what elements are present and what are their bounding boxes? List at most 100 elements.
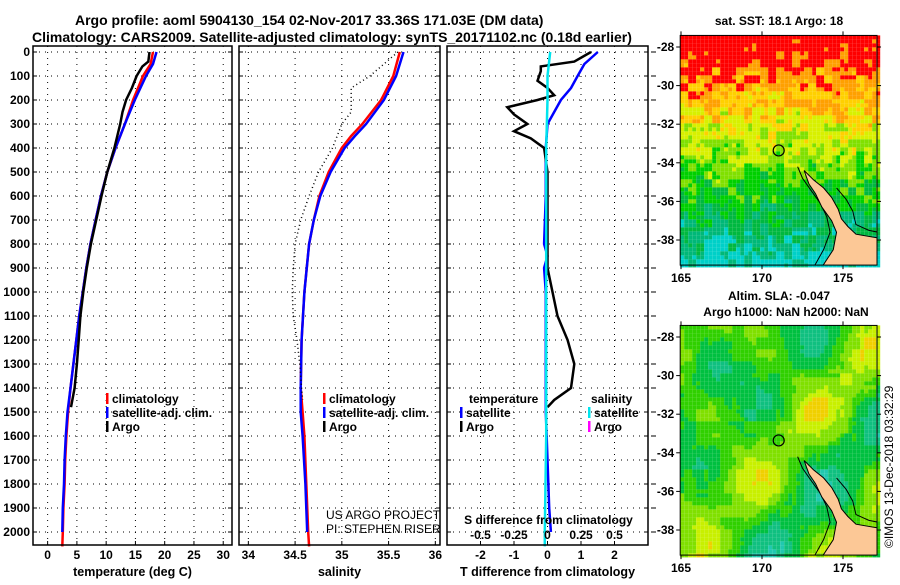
depth-tick-label: 1400 xyxy=(3,381,30,395)
x-tick-label: 35.5 xyxy=(377,548,401,562)
x-tick-label: 10 xyxy=(99,548,113,562)
legend-label: Argo xyxy=(594,420,622,434)
x2-tick-label: -0.5 xyxy=(470,528,491,542)
sla-map-subtitle: Argo h1000: NaN h2000: NaN xyxy=(703,305,868,319)
depth-tick-label: 500 xyxy=(10,165,30,179)
legend-swatch xyxy=(460,421,463,432)
depth-tick-label: 1600 xyxy=(3,429,30,443)
legend-label: Argo xyxy=(466,420,494,434)
title-line-2: Climatology: CARS2009. Satellite-adjuste… xyxy=(32,29,632,45)
depth-tick-label: 1900 xyxy=(3,501,30,515)
x2-tick-label: -0.25 xyxy=(500,528,528,542)
x2-tick-label: 0.25 xyxy=(569,528,593,542)
depth-tick-label: 0 xyxy=(23,45,30,59)
lat-tick-label: -38 xyxy=(657,233,675,247)
lat-tick-label: -34 xyxy=(657,446,675,460)
legend-label: satellite-adj. clim. xyxy=(112,406,212,420)
lat-tick-label: -30 xyxy=(657,79,675,93)
depth-tick-label: 1000 xyxy=(3,285,30,299)
lat-tick-label: -34 xyxy=(657,156,675,170)
legend-label: climatology xyxy=(112,392,179,406)
depth-tick-label: 1300 xyxy=(3,357,30,371)
lat-tick-label: -32 xyxy=(657,407,675,421)
depth-tick-label: 200 xyxy=(10,93,30,107)
legend-swatch xyxy=(323,393,326,404)
x-tick-label: 35 xyxy=(335,548,349,562)
depth-tick-label: 700 xyxy=(10,213,30,227)
depth-tick-label: 2000 xyxy=(3,525,30,539)
legend-swatch xyxy=(323,421,326,432)
legend-label: satellite xyxy=(466,406,511,420)
lat-tick-label: -36 xyxy=(657,194,675,208)
x2-axis-label: S difference from climatology xyxy=(464,513,633,527)
depth-tick-label: 900 xyxy=(10,261,30,275)
depth-tick-label: 1800 xyxy=(3,477,30,491)
series-t-argo xyxy=(507,52,591,407)
panel-temperature: 0100200300400500600700800900100011001200… xyxy=(3,45,232,579)
legend-swatch xyxy=(588,407,591,418)
series-argo xyxy=(71,52,150,407)
x-axis-label: T difference from climatology xyxy=(460,565,635,579)
x-tick-label: 0 xyxy=(544,548,551,562)
imos-timestamp: ©IMOS 13-Dec-2018 03:32:29 xyxy=(882,385,896,548)
lon-tick-label: 170 xyxy=(752,561,772,575)
lat-tick-label: -32 xyxy=(657,117,675,131)
project-label: US ARGO PROJECT xyxy=(326,508,441,522)
x-tick-label: 15 xyxy=(129,548,143,562)
lat-tick-label: -36 xyxy=(657,484,675,498)
x-tick-label: 34.5 xyxy=(283,548,307,562)
depth-tick-label: 1100 xyxy=(4,309,30,323)
lat-tick-label: -38 xyxy=(657,523,675,537)
x-axis-label: temperature (deg C) xyxy=(73,565,192,579)
legend-swatch xyxy=(323,407,326,418)
legend-swatch xyxy=(106,407,109,418)
lon-tick-label: 175 xyxy=(833,561,853,575)
lat-tick-label: -28 xyxy=(657,330,675,344)
x-tick-label: 2 xyxy=(611,548,618,562)
series-satellite-adj-clim- xyxy=(301,52,404,532)
sla-map-title: Altim. SLA: -0.047 xyxy=(728,289,830,303)
x-tick-label: 25 xyxy=(187,548,201,562)
legend-title-temperature: temperature xyxy=(469,392,539,406)
depth-tick-label: 1200 xyxy=(3,333,30,347)
legend-swatch xyxy=(106,421,109,432)
lon-tick-label: 165 xyxy=(671,271,691,285)
legend-swatch xyxy=(460,407,463,418)
lat-tick-label: -28 xyxy=(657,40,675,54)
x2-tick-label: 0.5 xyxy=(606,528,623,542)
depth-tick-label: 100 xyxy=(10,69,30,83)
legend-swatch xyxy=(106,393,109,404)
plot-frame xyxy=(33,46,232,545)
legend-swatch xyxy=(588,421,591,432)
depth-tick-label: 400 xyxy=(10,141,30,155)
x-tick-label: 30 xyxy=(217,548,231,562)
title-line-1: Argo profile: aoml 5904130_154 02-Nov-20… xyxy=(75,12,543,28)
plot-frame xyxy=(239,46,440,545)
lon-tick-label: 165 xyxy=(671,561,691,575)
series-climatology xyxy=(301,52,400,546)
legend-label: Argo xyxy=(112,420,140,434)
depth-tick-label: 1700 xyxy=(3,453,30,467)
depth-tick-label: 800 xyxy=(10,237,30,251)
lon-tick-label: 175 xyxy=(833,271,853,285)
legend-label: satellite-adj. clim. xyxy=(329,406,429,420)
pi-label: PI: STEPHEN RISER xyxy=(326,522,441,536)
x-tick-label: 1 xyxy=(578,548,585,562)
depth-tick-label: 1500 xyxy=(3,405,30,419)
legend-label: Argo xyxy=(329,420,357,434)
depth-tick-label: 600 xyxy=(10,189,30,203)
legend-label: climatology xyxy=(329,392,396,406)
x-tick-label: 5 xyxy=(74,548,81,562)
legend-title-salinity: salinity xyxy=(591,392,633,406)
series-climatology xyxy=(62,52,153,546)
x2-tick-label: 0 xyxy=(544,528,551,542)
x-tick-label: 36 xyxy=(429,548,443,562)
x-tick-label: -1 xyxy=(509,548,520,562)
legend-label: satellite xyxy=(594,406,639,420)
x-tick-label: 20 xyxy=(158,548,172,562)
